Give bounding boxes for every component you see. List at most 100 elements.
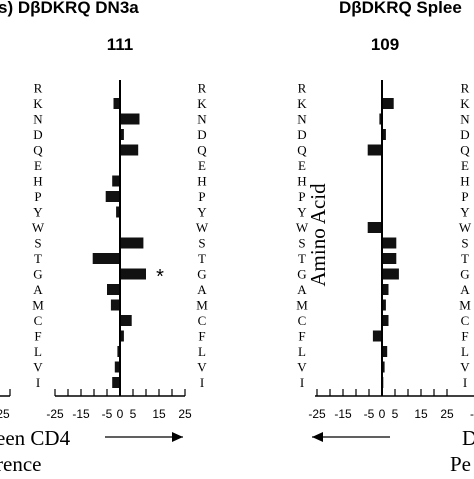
panel-left-category-label-left: Q [33,143,43,158]
panel-right-category-label-left: P [298,189,305,204]
panel-right-category-label-right: Q [460,143,470,158]
panel-right-bar-T [382,253,397,264]
panel-right-x-tick-label: 5 [392,407,399,421]
panel-left-category-label-right: F [198,329,205,344]
panel-right-category-label-left: I [300,375,304,390]
panel-right-category-label-left: E [298,158,306,173]
panel-left-category-label-left: M [32,298,44,313]
panel-left-category-label-right: N [197,112,207,127]
panel-right-category-label-right: T [461,251,469,266]
panel-left-x-tick-label: 0 [117,407,124,421]
panel-left-x-tick-labels: -25 -15 -5 0 5 15 25 [46,407,192,421]
panel-left-category-label-right: H [197,174,206,189]
panel-left-category-label-right: G [197,267,206,282]
panel-left-category-label-right: Q [197,143,207,158]
panel-left-direction-arrow [105,432,183,442]
panel-right-bar-C [382,315,389,326]
panel-right-category-label-left: G [297,267,306,282]
panel-left-x-tick-label: -5 [102,407,113,421]
panel-right-category-label-left: D [297,127,306,142]
panel-right-bar-Q [367,144,382,156]
panel-left-bar-F [120,330,124,342]
panel-left-bar-H [112,175,120,187]
panel-left-bar-V [114,361,120,373]
panel-right-subtitle: 109 [371,35,399,54]
panel-left-x-ticks [54,389,186,396]
panel-left-fragment-tick-label: 25 [0,407,10,421]
panel-left-footer-label: rence [0,452,41,474]
panel-left-bar-M [110,299,120,311]
panel-right-category-label-right: A [460,282,470,297]
panel-right-category-label-left: K [297,96,307,111]
panel-right-x-tick-label: 25 [440,407,454,421]
panel-left-annotation-asterisk: * [156,266,164,288]
panel-left-category-label-right: D [197,127,206,142]
panel-left-category-label-left: C [34,313,43,328]
panel-right-bars [367,98,399,388]
panel-left-category-label-right: K [197,96,207,111]
panel-right-category-label-left: H [297,174,306,189]
panel-left-bars: * [92,98,164,388]
panel-left-category-label-right: P [198,189,205,204]
panel-right-category-label-left: T [298,251,306,266]
panel-left-bar-I [112,377,120,388]
panel-right-category-label-right: R [461,81,470,96]
panel-left-category-label-right: R [198,81,207,96]
panel-left-x-tick-label: -15 [72,407,90,421]
panel-left-bar-A [107,284,120,295]
panel-left-category-label-left: G [33,267,42,282]
panel-right-x-tick-label: 15 [414,407,428,421]
panel-left-category-label-right: M [196,298,208,313]
panel-left-category-label-left: Y [33,205,43,220]
panel-left-category-label-left: W [32,220,45,235]
panel-right-category-label-right: N [460,112,470,127]
panel-right-category-label-right: K [460,96,470,111]
panel-left-category-label-left: R [34,81,43,96]
panel-left-bar-S [120,237,144,249]
panel-right-x-ticks [316,389,448,396]
panel-left-category-label-right: C [198,313,207,328]
panel-right-y-axis-label: Amino Acid [306,183,330,287]
panel-right-category-label-left: A [297,282,307,297]
panel-right-category-label-left: F [298,329,305,344]
panel-left: s) DβDKRQ DN3a 111 RKNDQEHPYWSTGAMCFLVI … [0,0,209,476]
panel-left-bar-Y [116,206,120,218]
panel-right-category-label-right: Y [460,205,470,220]
panel-right-category-label-left: R [298,81,307,96]
panel-left-category-label-left: F [34,329,41,344]
panel-left-category-label-left: S [34,236,41,251]
panel-right-category-label-left: Q [297,143,307,158]
panel-right-category-label-right: I [463,375,467,390]
panel-left-bar-L [117,346,120,357]
panel-right-category-label-left: C [298,313,307,328]
panel-right-x-tick-label: -5 [364,407,375,421]
panel-right-category-label-right: V [460,360,470,375]
panel-left-category-label-right: I [200,375,204,390]
panel-right-bar-N [379,113,382,125]
panel-right-bar-V [382,361,385,373]
panel-right-category-label-right: L [461,344,469,359]
panel-left-category-label-left: D [33,127,42,142]
panel-left-category-label-left: H [33,174,42,189]
panel-left-category-label-left: T [34,251,42,266]
panel-left-bar-G [120,268,146,280]
panel-right-bar-A [382,284,389,295]
panel-left-bar-P [105,191,120,202]
panel-right-category-label-right: H [460,174,469,189]
panel-left-category-label-left: A [33,282,43,297]
panel-right-bar-W [367,222,382,233]
panel-left-category-label-right: L [198,344,206,359]
panel-right-category-label-left: Y [297,205,307,220]
panel-left-subtitle: 111 [107,35,134,54]
panel-right-x-tick-label: -25 [308,407,326,421]
panel-right-x-axis-label: D [462,426,474,450]
panel-left-x-axis-label: een CD4 [0,426,71,450]
panel-left-bar-T [92,253,120,264]
panel-left-category-label-left: V [33,360,43,375]
panel-right-category-label-left: N [297,112,307,127]
